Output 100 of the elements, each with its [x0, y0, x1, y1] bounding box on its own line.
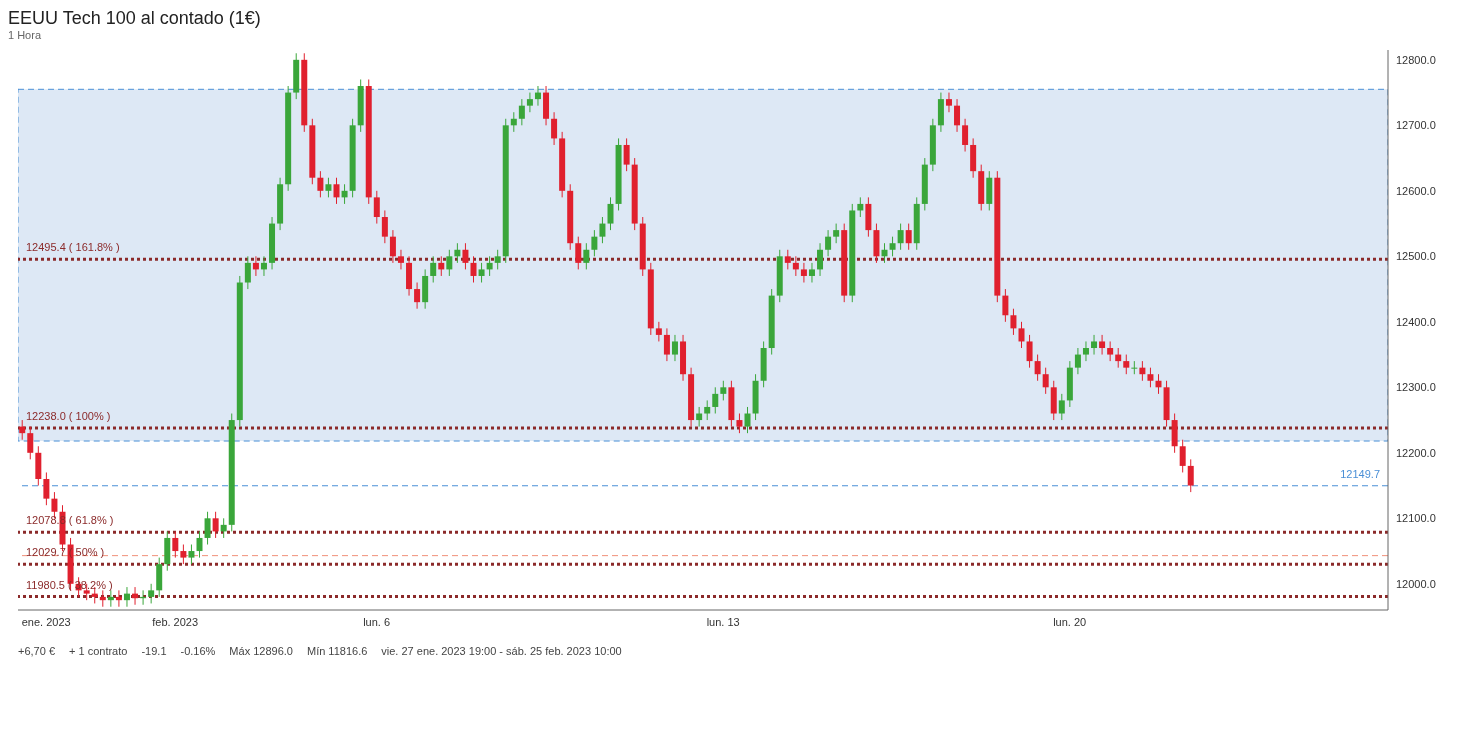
chart-subtitle: 1 Hora: [8, 29, 43, 41]
candlestick: [148, 583, 155, 604]
candlestick: [954, 98, 961, 133]
candlestick: [945, 92, 952, 113]
candlestick: [1074, 347, 1081, 375]
candlestick: [414, 282, 421, 310]
candlestick: [43, 471, 50, 506]
candlestick: [825, 229, 832, 257]
candlestick: [889, 236, 896, 257]
candlestick: [551, 111, 558, 146]
candlestick: [1131, 360, 1138, 375]
candlestick: [446, 249, 453, 277]
candlestick: [881, 242, 888, 264]
candlestick: [526, 92, 533, 113]
candlestick: [583, 242, 590, 270]
candlestick: [696, 406, 703, 428]
candlestick: [397, 249, 404, 270]
candlestick: [1187, 458, 1194, 493]
candlestick: [389, 229, 396, 264]
candlestick: [123, 586, 130, 608]
candlestick: [534, 85, 541, 107]
candlestick: [1115, 347, 1122, 369]
candlestick: [1179, 439, 1186, 473]
y-tick-label: 12800.0: [1396, 53, 1436, 66]
text: vie. 27 ene. 2023 19:00 - sáb. 25 feb. 2023 10:00: [381, 645, 622, 657]
candlestick: [704, 399, 711, 421]
y-tick-label: 12500.0: [1396, 250, 1436, 263]
candlestick: [800, 262, 807, 284]
candlestick: [438, 255, 445, 277]
candlestick: [599, 216, 606, 244]
candlestick: [220, 517, 227, 539]
candlestick: [1018, 321, 1025, 349]
candlestick: [510, 111, 517, 133]
candlestick: [817, 242, 824, 277]
candlestick: [317, 170, 324, 198]
x-tick-label: feb. 2023: [152, 615, 199, 628]
candlestick: [671, 334, 678, 362]
candlestick: [607, 196, 614, 231]
candlestick: [486, 255, 493, 277]
candlestick: [470, 255, 477, 284]
y-tick-label: 12200.0: [1396, 446, 1436, 459]
candlestick: [1107, 340, 1114, 362]
text: -0.16%: [180, 645, 216, 657]
candlestick: [373, 190, 380, 225]
candlestick: [454, 242, 461, 264]
ref-line-label: 12149.7: [1340, 467, 1380, 480]
candlestick: [1099, 334, 1106, 356]
candlestick: [325, 177, 332, 198]
candlestick: [172, 530, 179, 559]
candlestick: [857, 196, 864, 218]
text: Máx 12896.0: [229, 645, 293, 657]
candlestick: [478, 262, 485, 284]
text: + 1 contrato: [69, 645, 128, 657]
chart-title: EEUU Tech 100 al contado (1€): [8, 8, 262, 29]
candlestick: [27, 426, 34, 460]
candlestick: [1147, 367, 1154, 388]
ref-line-label: 12238.0 ( 100% ): [26, 409, 111, 422]
y-tick-label: 12600.0: [1396, 184, 1436, 197]
candlestick: [1026, 334, 1033, 369]
x-tick-label: ene. 2023: [21, 615, 71, 628]
candlestick: [518, 98, 525, 126]
candlestick: [196, 530, 203, 559]
text: Mín 11816.6: [306, 645, 368, 657]
candlestick: [736, 413, 743, 434]
candlestick: [1034, 354, 1041, 382]
candlestick: [575, 236, 582, 270]
candlestick: [905, 223, 912, 251]
candlestick: [1002, 288, 1009, 323]
y-tick-label: 12700.0: [1396, 119, 1436, 132]
y-tick-label: 12300.0: [1396, 381, 1436, 394]
candlestick: [333, 177, 340, 205]
candlestick: [494, 249, 501, 270]
candlestick: [1123, 354, 1130, 375]
candlestick: [784, 249, 791, 270]
candlestick: [430, 255, 437, 284]
ref-line-label: 12495.4 ( 161.8% ): [26, 241, 120, 254]
candlestick: [244, 255, 251, 290]
text: -19.1: [141, 645, 167, 657]
x-tick-label: lun. 20: [1053, 615, 1087, 628]
candlestick: [720, 380, 727, 401]
candlestick: [462, 242, 469, 270]
candlestick: [252, 255, 259, 277]
candlestick: [204, 511, 211, 545]
candlestick: [180, 544, 187, 565]
y-tick-label: 12000.0: [1396, 577, 1436, 590]
candlestick: [1010, 308, 1017, 336]
candlestick: [1155, 373, 1162, 395]
candlestick: [341, 183, 348, 205]
candlestick: [833, 223, 840, 244]
candlestick: [808, 262, 815, 284]
candlestick: [1091, 334, 1098, 356]
candlestick: [1082, 340, 1089, 362]
candlestick: [962, 118, 969, 153]
candlestick: [212, 511, 219, 539]
y-tick-label: 12400.0: [1396, 315, 1436, 328]
candlestick: [712, 386, 719, 415]
candlestick: [381, 209, 388, 244]
candlestick: [591, 229, 598, 257]
candlestick: [655, 321, 662, 342]
candlestick: [1042, 367, 1049, 395]
